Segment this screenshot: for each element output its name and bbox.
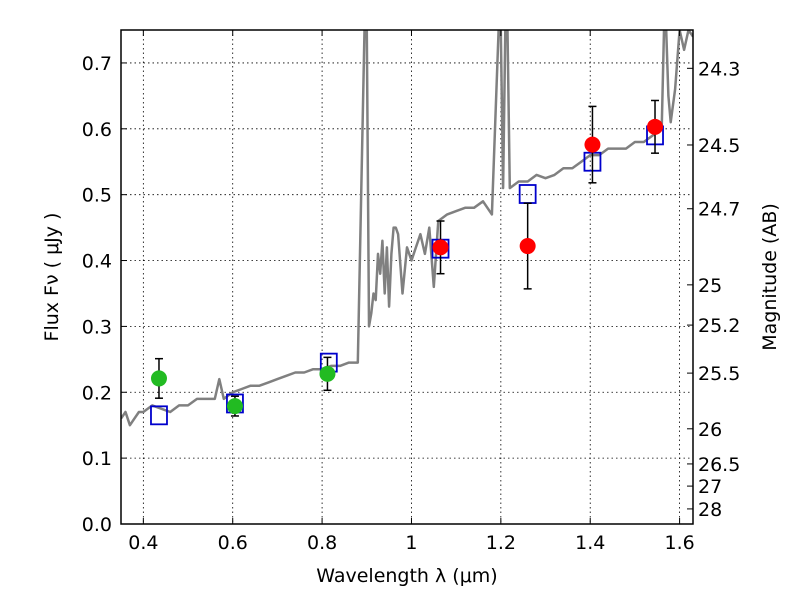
x-tick-label: 1.6 [664,532,694,554]
y2-tick-label: 24.3 [698,58,740,80]
model-square-marker [150,405,168,426]
y-tick-label: 0.1 [82,448,112,470]
y2-tick-label: 24.5 [698,135,740,157]
data-point-marker [519,238,536,255]
grid [121,30,693,525]
x-axis-label: Wavelength λ (μm) [316,565,497,587]
spectrum-line [121,30,693,427]
data-point-marker [226,398,243,415]
x-tick-label: 0.4 [128,532,158,554]
y-tick-label: 0.3 [82,316,112,338]
y-tick-label: 0.2 [82,382,112,404]
y2-tick-label: 28 [698,499,722,521]
y2-tick-label: 26.5 [698,454,740,476]
x-tick-label: 1.4 [575,532,605,554]
y-tick-label: 0.7 [82,53,112,75]
model-square-marker [518,184,537,204]
y-tick-label: 0.0 [82,514,112,536]
y-tick-label: 0.6 [82,119,112,141]
data-point-marker [647,118,664,135]
y2-tick-label: 27 [698,476,722,498]
x-tick-label: 1.2 [486,532,516,554]
y2-tick-label: 25 [698,275,722,297]
y2-tick-label: 25.5 [698,363,740,385]
data-point-marker [319,365,336,382]
x-tick-label: 0.6 [218,532,248,554]
x-tick-label: 1 [405,532,417,554]
series-layer [121,30,693,427]
data-point-marker [432,239,449,256]
data-point-marker [150,370,167,387]
y2-tick-label: 24.7 [698,199,740,221]
y-tick-label: 0.4 [82,251,112,273]
plot-frame [120,29,694,525]
y2-axis-label: Magnitude (AB) [759,203,781,351]
y2-tick-label: 26 [698,419,722,441]
y-axis-label: Flux Fν ( μJy ) [41,213,63,342]
y-tick-label: 0.5 [82,185,112,207]
ticks: 0.4 0.6 0.8 1 1.2 1.4 1.6 0.0 0.1 0.2 0.3 0.4 0.5 0.6… [82,30,740,554]
data-point-marker [584,136,601,153]
y2-tick-label: 25.2 [698,315,740,337]
x-tick-label: 0.8 [307,532,337,554]
